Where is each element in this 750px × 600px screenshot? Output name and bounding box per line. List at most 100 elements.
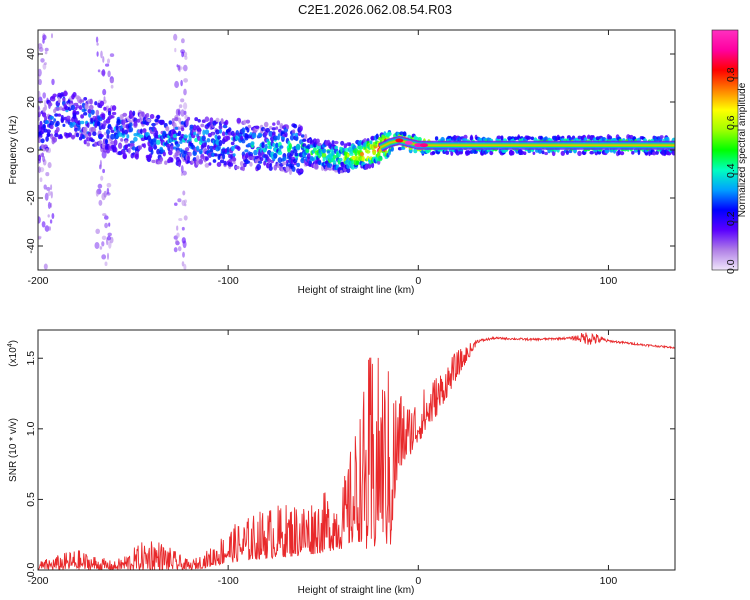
spectrogram-cell [225,135,231,141]
spectrogram-noise [49,219,53,224]
spectrogram-cell [164,160,168,165]
spectrogram-cell [268,165,273,171]
spectrogram-cell [209,117,214,124]
spectrogram-cell [219,159,225,164]
spectrogram-cell [172,133,177,139]
spectrogram-cell [227,127,232,133]
spectrogram-cell [333,140,339,145]
spectrogram-cell [523,151,527,155]
spectrogram-cell [257,132,263,138]
spectrogram-cell [413,148,418,154]
spectrogram-peak [414,143,423,148]
spectrogram-cell [229,162,234,167]
spectrogram-cell [375,133,379,140]
spectrogram-cell [159,156,164,162]
spectrogram-noise [182,190,186,196]
spectrogram-cell [42,124,46,128]
spectrogram-cell [532,151,536,155]
x-tick-label: 0 [415,575,421,587]
spectrogram-cell [80,114,84,119]
spectrogram-cell [153,140,157,146]
spectrogram-cell [170,145,174,151]
spectrogram-noise [41,221,46,228]
colorbar-tick-label: 0.4 [725,163,737,178]
spectrogram-cell [206,144,210,150]
spectrogram-cell [362,156,365,162]
spectrogram-cell [338,157,343,162]
x-tick-label: -200 [27,575,48,587]
spectrogram-noise [99,159,102,168]
spectrogram-cell [198,148,203,155]
spectrogram-cell [229,158,233,163]
spectrogram-noise [44,225,50,232]
spectrogram-cell [173,122,177,128]
spectrogram-cell [62,97,66,102]
spectrogram-cell [387,131,392,136]
spectrogram-noise [100,175,104,181]
spectrogram-cell [221,131,226,137]
spectrogram-cell [500,135,504,141]
spectrogram-noise [38,78,42,86]
spectrogram-noise [178,104,183,109]
spectrogram-cell [340,140,345,146]
spectrogram-noise [38,166,41,174]
spectrogram-cell [122,154,127,160]
y-tick-label: 0.5 [25,492,37,507]
x-tick-label: -100 [218,575,239,587]
spectrogram-cell [364,164,369,170]
spectrogram-cell [204,163,210,168]
spectrogram-cell [175,143,180,148]
spectrogram-cell [171,118,175,122]
spectrogram-cell [84,105,89,110]
spectrogram-cell [331,150,335,157]
spectrogram-cell [346,167,351,174]
snr-frame [37,329,676,571]
spectrogram-cell [369,140,373,145]
spectrogram-cell [70,134,76,139]
spectrogram-cell [75,105,80,109]
spectrogram-cell [92,127,97,133]
spectrogram-cell [106,148,110,154]
spectrogram-noise [173,247,178,253]
spectrogram-noise [176,232,180,238]
snr-y-multiplier: (x104) [7,340,19,367]
spectrogram-noise [38,43,43,50]
spectrogram-noise [101,254,107,260]
spectrogram-cell [136,118,141,123]
y-tick-label: 0.0 [25,563,37,578]
spectrogram-cell [155,130,159,137]
spectrogram-cell [72,92,77,98]
spectrogram-cell [66,118,71,123]
spectrogram-noise [180,165,184,174]
colorbar: 0.0 0.2 0.4 0.6 0.8 Normalized spectral ampl… [711,29,748,274]
spectrogram-cell [110,133,115,140]
spectrogram-cell [284,131,288,138]
spectrogram-cell [631,150,635,155]
spectrogram-cell [196,155,200,162]
spectrogram-noise [181,226,185,231]
spectrogram-noise [107,252,109,260]
spectrogram-cell [45,120,50,125]
spectrogram-cell [140,128,143,135]
spectrogram-cell [304,133,308,140]
spectrogram-noise [97,69,101,73]
spectrogram-cell [358,145,363,151]
y-tick-label: -40 [25,238,37,253]
spectrogram-cell [150,149,154,155]
spectrogram-cell [247,124,252,129]
spectrogram-cell [115,134,119,139]
spectrogram-cell [204,129,210,135]
spectrogram-cell [232,153,236,157]
spectrogram-cell [55,120,60,127]
spectrogram-noise [109,53,115,57]
spectrogram-cell [232,160,236,165]
spectrogram-cell [331,140,335,145]
spectrogram-cell [321,148,327,154]
spectrogram-cell [90,109,95,115]
spectrogram-cell [166,143,172,148]
spectrogram-cell [187,116,191,121]
spectrogram-noise [110,84,114,89]
spectrogram-cell [86,122,90,128]
spectrogram-cell [46,132,51,138]
spectrogram-cell [246,126,250,133]
